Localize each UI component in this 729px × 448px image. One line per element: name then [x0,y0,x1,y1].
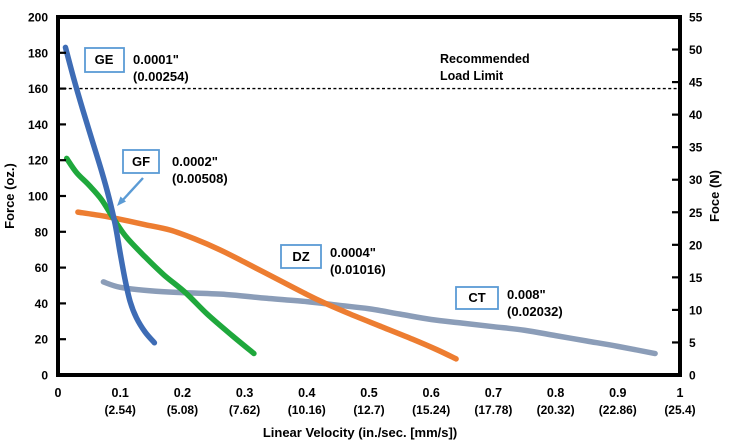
gf-clearance-in: 0.0002" [172,154,218,169]
y-left-tick-label: 40 [35,297,49,311]
x-tick-label-mm: (25.4) [664,403,695,417]
gf-pointer-arrow [120,177,144,203]
x-tick-label-in: 0 [55,386,62,400]
curve-ge [62,44,158,346]
plot-border [56,15,682,377]
series-annotation-ct: CT 0.008" (0.02032) [455,286,563,319]
y-right-tick-label: 20 [689,238,703,252]
y-right-tick-label: 50 [689,43,703,57]
x-tick-label-in: 0.5 [360,386,377,400]
x-tick-label-in: 0.9 [609,386,626,400]
ct-clearance-mm: (0.02032) [507,304,563,319]
dz-label: DZ [292,249,309,264]
y-right-tick-label: 45 [689,76,703,90]
curve-gf [63,155,257,357]
ct-label: CT [468,290,485,305]
gf-pointer-arrowhead [117,196,126,206]
gf-label: GF [132,154,150,169]
x-tick-label-in: 0.3 [236,386,253,400]
x-tick-label-mm: (12.7) [353,403,384,417]
x-tick-label-in: 0.1 [112,386,129,400]
y-left-tick-label: 0 [41,369,48,383]
load-limit-label-line2: Load Limit [440,69,504,83]
y-right-tick-label: 55 [689,11,703,25]
x-tick-label-mm: (5.08) [167,403,198,417]
y-right-tick-label: 0 [689,369,696,383]
y-left-tick-label: 20 [35,333,49,347]
y-right-tick-label: 35 [689,141,703,155]
y-right-tick-label: 30 [689,173,703,187]
y-right-tick-label: 25 [689,206,703,220]
y-left-tick-label: 120 [28,154,48,168]
gf-label-box [122,149,160,174]
x-tick-label-in: 0.7 [485,386,502,400]
series-annotation-gf: GF 0.0002" (0.00508) [117,149,228,206]
y-right-tick-label: 5 [689,336,696,350]
y-left-tick-label: 140 [28,118,48,132]
x-tick-label-mm: (10.16) [288,403,326,417]
load-limit-annotation: Recommended Load Limit [440,52,530,83]
ct-clearance-in: 0.008" [507,287,546,302]
y-left-tick-label: 180 [28,46,48,60]
dz-clearance-in: 0.0004" [330,245,376,260]
ct-label-box [455,286,499,310]
curves-layer [62,44,658,362]
y-left-tick-label: 80 [35,225,49,239]
x-tick-label-mm: (20.32) [537,403,575,417]
x-axis-title: Linear Velocity (in./sec. [mm/s]) [263,425,457,440]
x-tick-label-mm: (15.24) [412,403,450,417]
load-limit-label-line1: Recommended [440,52,530,66]
y-right-tick-label: 40 [689,108,703,122]
y-left-tick-label: 100 [28,190,48,204]
curve-ct [100,279,658,357]
x-tick-label-mm: (22.86) [599,403,637,417]
ge-label-box [84,47,125,73]
series-annotation-ge: GE 0.0001" (0.00254) [84,47,189,84]
dz-label-box [280,244,322,269]
y-left-tick-label: 160 [28,82,48,96]
gf-clearance-mm: (0.00508) [172,171,228,186]
y-left-tick-label: 60 [35,261,49,275]
ge-label: GE [95,52,114,67]
x-tick-label-in: 0.2 [174,386,191,400]
x-tick-label-in: 1 [677,386,684,400]
x-tick-label-in: 0.4 [298,386,315,400]
y-left-tick-label: 200 [28,11,48,25]
y-axis-left-title: Force (oz.) [2,163,17,229]
ge-clearance-in: 0.0001" [133,52,179,67]
x-tick-label-in: 0.8 [547,386,564,400]
series-annotation-dz: DZ 0.0004" (0.01016) [280,244,386,277]
axes-layer: 0204060801001201401601802000510152025303… [28,11,703,418]
ge-clearance-mm: (0.00254) [133,69,189,84]
x-tick-label-mm: (7.62) [229,403,260,417]
x-tick-label-in: 0.6 [423,386,440,400]
y-axis-right-title: Foce (N) [707,170,722,222]
curve-dz [75,209,459,362]
y-right-tick-label: 15 [689,271,703,285]
x-tick-label-mm: (2.54) [105,403,136,417]
y-right-tick-label: 10 [689,303,703,317]
x-tick-label-mm: (17.78) [474,403,512,417]
dz-clearance-mm: (0.01016) [330,262,386,277]
